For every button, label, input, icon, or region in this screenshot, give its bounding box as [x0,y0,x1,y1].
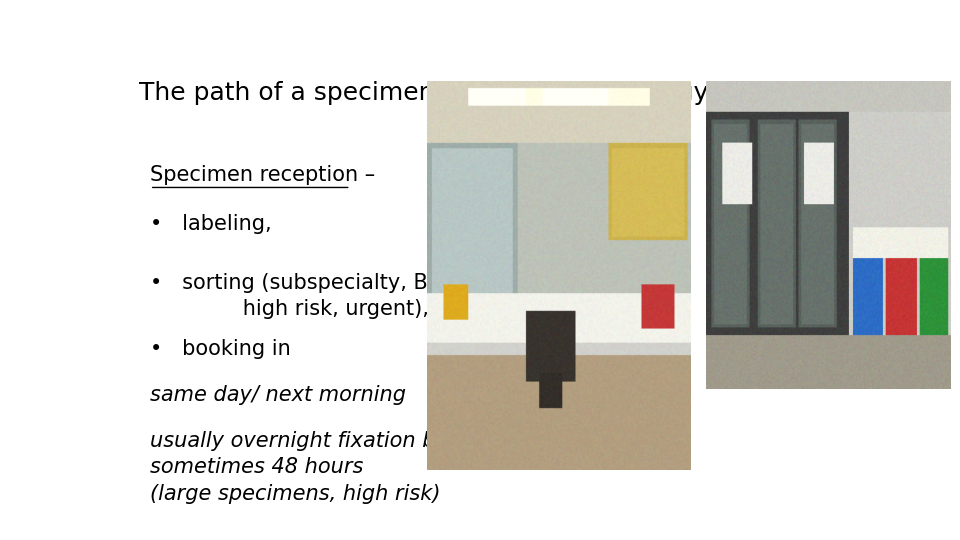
Text: The path of a specimen in the histopathology laboratory: The path of a specimen in the histopatho… [139,82,845,105]
Text: same day/ next morning: same day/ next morning [150,385,406,405]
Text: •   labeling,: • labeling, [150,214,272,234]
Text: •   booking in: • booking in [150,339,291,359]
Text: Specimen reception –: Specimen reception – [150,165,375,185]
Text: •   sorting (subspecialty, BMS/consultant,
              high risk, urgent),: • sorting (subspecialty, BMS/consultant,… [150,273,582,319]
Text: usually overnight fixation before cut-up,
sometimes 48 hours
(large specimens, h: usually overnight fixation before cut-up… [150,431,570,503]
